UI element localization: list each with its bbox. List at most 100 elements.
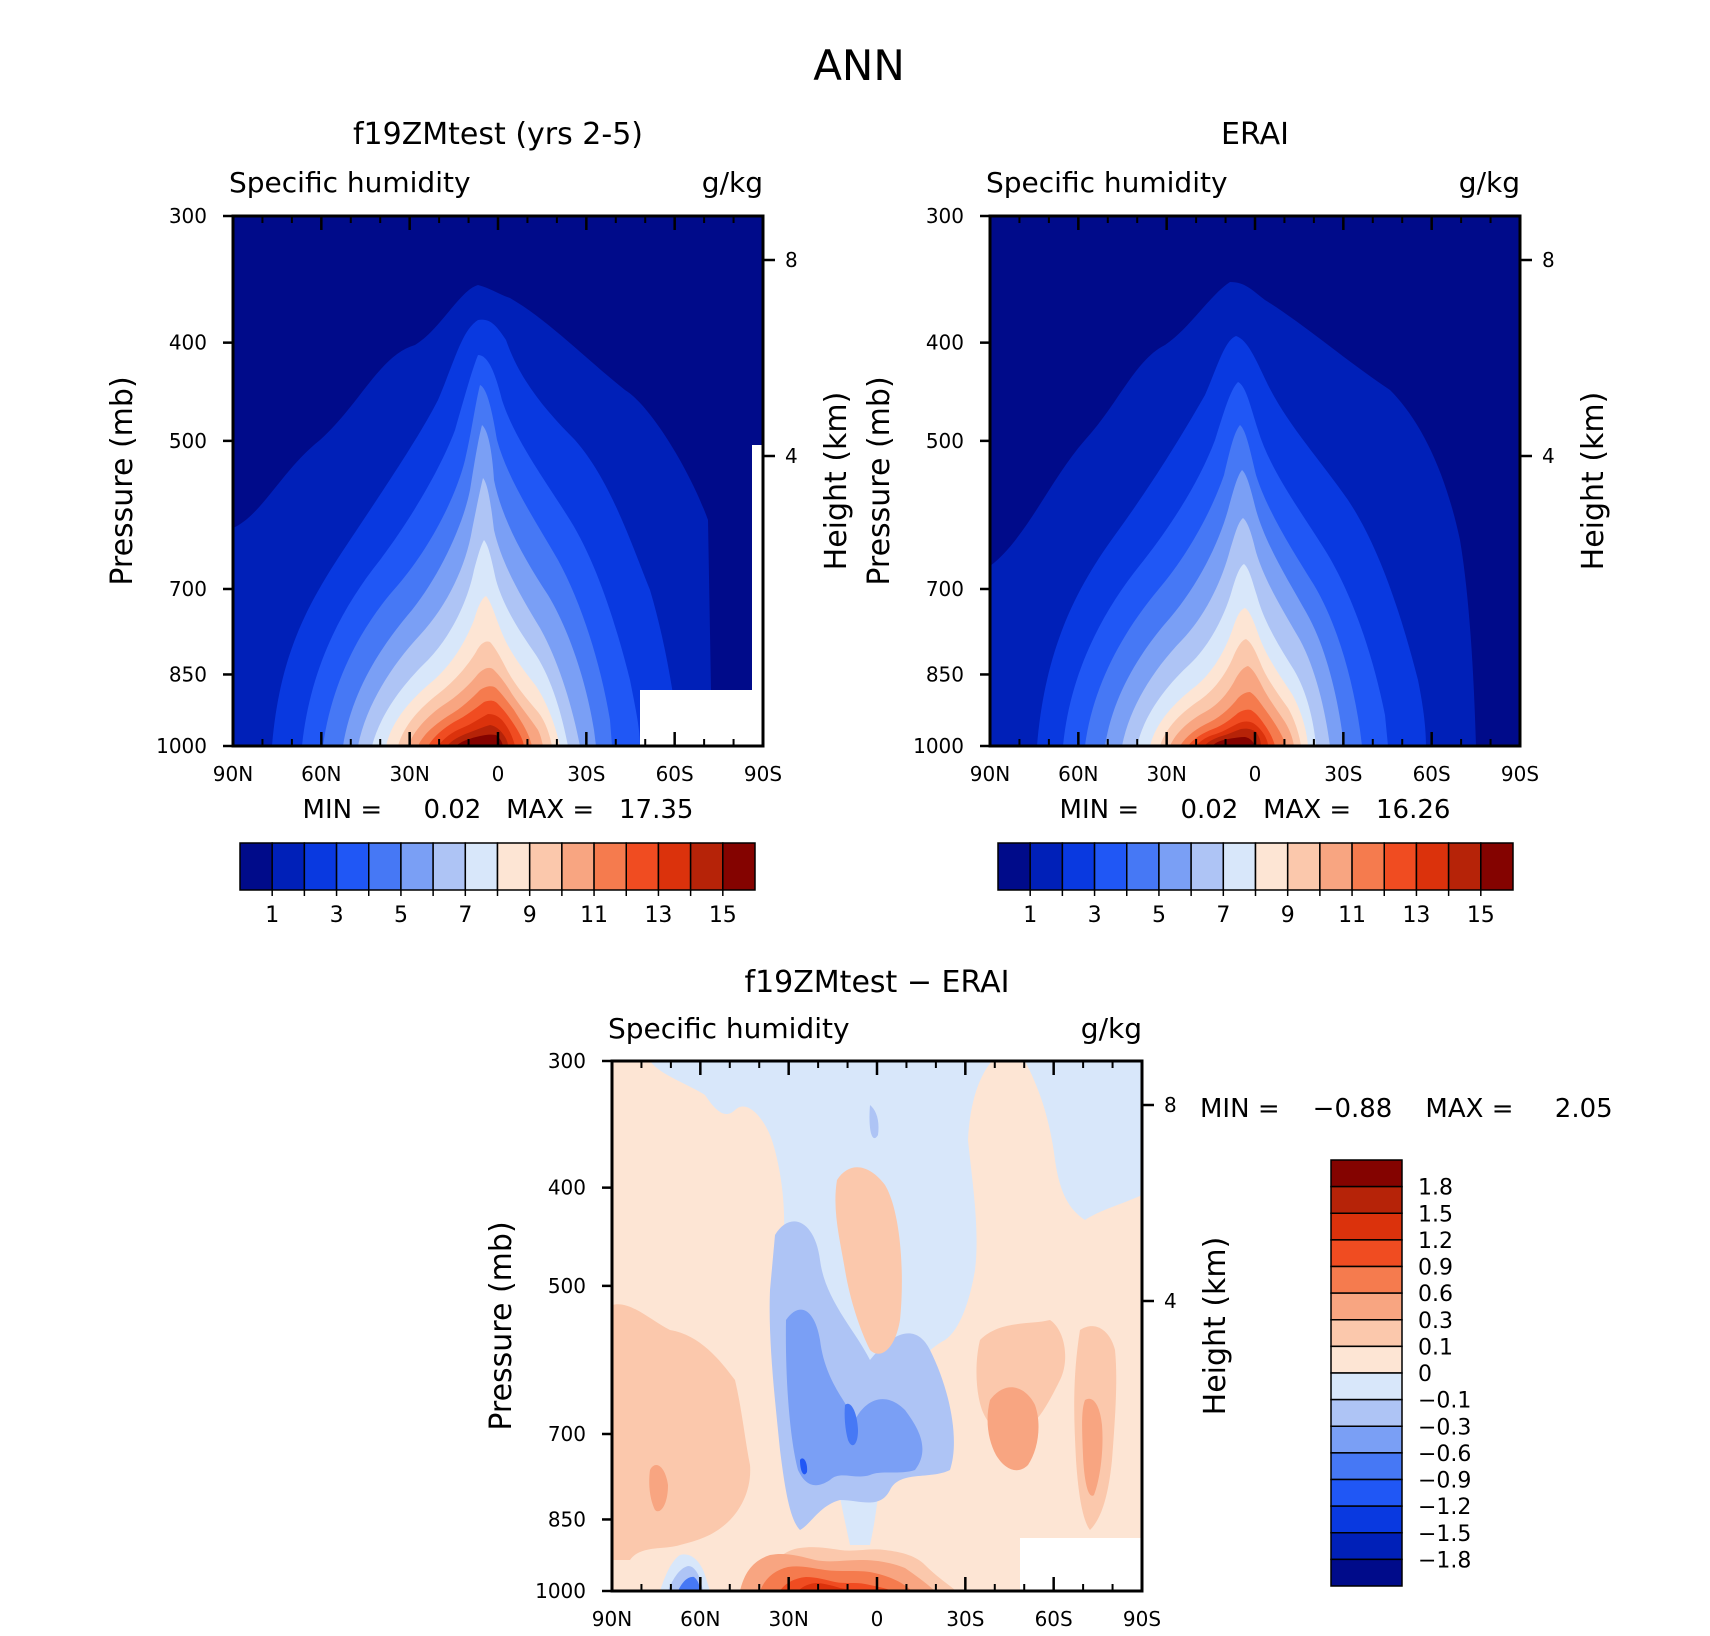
- contour-band-positive-0-1: [835, 1167, 902, 1354]
- variable-label: Specific humidity: [229, 166, 471, 199]
- panel-title: f19ZMtest (yrs 2-5): [353, 117, 643, 152]
- y-axis-label: Pressure (mb): [105, 376, 140, 585]
- colorbar-label: 11: [580, 903, 608, 928]
- colorbar-swatch: [1158, 842, 1192, 891]
- panel-obs: ERAI Specific humidity g/kg: [862, 117, 1611, 928]
- y-tick-label: 500: [548, 1274, 586, 1298]
- y2-axis-label: Height (km): [1198, 1237, 1233, 1416]
- colorbar-swatch: [271, 842, 306, 891]
- y-tick-label: 1000: [913, 734, 964, 758]
- colorbar-swatch: [464, 842, 499, 891]
- colorbar-label: 5: [1152, 903, 1166, 928]
- colorbar-swatch: [1330, 1372, 1403, 1401]
- contour-band-level-15: [1212, 737, 1255, 746]
- colorbar-label: 0.9: [1418, 1256, 1453, 1281]
- contour-band-negative-small: [1025, 1061, 1142, 1220]
- colorbar-swatch: [689, 842, 724, 891]
- x-tick-label: 90S: [744, 762, 782, 786]
- colorbar-label: 13: [1402, 903, 1430, 928]
- y-tick-label: 400: [169, 331, 207, 355]
- colorbar-swatch: [1126, 842, 1160, 891]
- y2-tick-label: 8: [1542, 248, 1555, 272]
- colorbar-swatch: [335, 842, 370, 891]
- colorbar-swatch: [1447, 842, 1482, 891]
- colorbar-label: 7: [1216, 903, 1230, 928]
- colorbar-swatch: [1330, 1345, 1403, 1374]
- colorbar-label: −0.9: [1418, 1469, 1471, 1494]
- colorbar-label: 3: [1088, 903, 1102, 928]
- x-tick-label: 90S: [1123, 1607, 1161, 1631]
- colorbar-label: 15: [709, 903, 737, 928]
- contour-band-negative-0-3: [785, 1309, 923, 1486]
- y2-axis-label: Height (km): [819, 392, 854, 571]
- units-label: g/kg: [702, 166, 763, 199]
- colorbar-label: 9: [523, 903, 537, 928]
- missing-data-mask: [752, 445, 763, 690]
- missing-data-mask: [1020, 1538, 1142, 1591]
- panel-difference: f19ZMtest − ERAI Specific humidity g/kg: [484, 965, 1613, 1631]
- figure-title: ANN: [813, 41, 905, 90]
- colorbar-swatch: [1330, 1185, 1403, 1214]
- colorbar-swatch: [1330, 1319, 1403, 1348]
- y-tick-label: 300: [548, 1049, 586, 1073]
- contour-band-negative-0-6: [678, 1576, 700, 1591]
- colorbar-label: −1.8: [1418, 1548, 1471, 1573]
- contour-band-positive-0-3: [1082, 1398, 1103, 1496]
- y2-tick-label: 4: [785, 444, 798, 468]
- x-tick-label: 30S: [1324, 762, 1362, 786]
- colorbar-swatch: [1330, 1478, 1403, 1507]
- x-tick-label: 30N: [389, 762, 429, 786]
- colorbar-label: −1.5: [1418, 1522, 1471, 1547]
- units-label: g/kg: [1459, 166, 1520, 199]
- colorbar-swatch: [1351, 842, 1385, 891]
- colorbar-swatch: [368, 842, 402, 891]
- colorbar-label: 0.3: [1418, 1309, 1453, 1334]
- x-tick-label: 90N: [970, 762, 1010, 786]
- colorbar-label: −0.3: [1418, 1415, 1471, 1440]
- units-label: g/kg: [1081, 1012, 1142, 1045]
- contour-field: [990, 216, 1520, 746]
- colorbar-swatch: [1190, 842, 1225, 891]
- colorbar: 1 3 5 7 9 11 13 15: [997, 842, 1514, 928]
- y2-tick-label: 4: [1542, 444, 1555, 468]
- y2-tick-label: 4: [1164, 1289, 1177, 1313]
- colorbar-swatch: [1254, 842, 1289, 891]
- contour-band-positive-0-1: [612, 1304, 751, 1560]
- x-tick-label: 60S: [1035, 1607, 1073, 1631]
- colorbar-swatch: [1222, 842, 1257, 891]
- y-axis-label: Pressure (mb): [862, 376, 897, 585]
- colorbar-label: 0.1: [1418, 1335, 1453, 1360]
- x-tick-label: 60S: [656, 762, 694, 786]
- x-tick-label: 30S: [567, 762, 605, 786]
- colorbar-label: 1: [1023, 903, 1037, 928]
- y-tick-label: 1000: [156, 734, 207, 758]
- colorbar-swatch: [997, 842, 1031, 891]
- colorbar-swatch: [1330, 1212, 1403, 1241]
- colorbar-swatch: [303, 842, 338, 891]
- panel-model: f19ZMtest (yrs 2-5) Specific humidity g/…: [105, 117, 854, 928]
- panel-title: ERAI: [1221, 117, 1289, 152]
- y-tick-label: 400: [548, 1176, 586, 1200]
- colorbar-label: 5: [394, 903, 408, 928]
- axes: 90N 60N 30N 0 30S 60S 90S 300 400 500 700 850 1000 8 4: [535, 1049, 1177, 1631]
- colorbar-label: 7: [458, 903, 472, 928]
- colorbar-label: 0.6: [1418, 1282, 1453, 1307]
- colorbar-swatch: [528, 842, 563, 891]
- y-tick-label: 700: [169, 577, 207, 601]
- variable-label: Specific humidity: [608, 1012, 850, 1045]
- colorbar-swatch: [1480, 842, 1514, 891]
- colorbar-swatch: [1330, 1398, 1403, 1427]
- y-tick-label: 500: [926, 429, 964, 453]
- variable-label: Specific humidity: [986, 166, 1228, 199]
- colorbar-label: 1.5: [1418, 1202, 1453, 1227]
- colorbar-swatch: [1330, 1425, 1403, 1454]
- colorbar-label: 1.8: [1418, 1176, 1453, 1201]
- contour-field: [612, 1061, 1142, 1591]
- contour-band-negative-0-9: [800, 1458, 808, 1475]
- colorbar-swatch: [1330, 1558, 1403, 1587]
- panel-title: f19ZMtest − ERAI: [745, 965, 1010, 1000]
- colorbar-swatch: [1286, 842, 1321, 891]
- colorbar-swatch: [1330, 1265, 1403, 1294]
- colorbar-swatch: [1330, 1239, 1403, 1268]
- contour-band-positive-1-2: [798, 1583, 858, 1591]
